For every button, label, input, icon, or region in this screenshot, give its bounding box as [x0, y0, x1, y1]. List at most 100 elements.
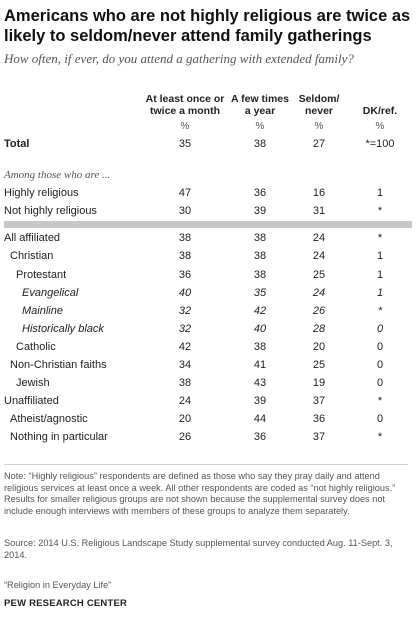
- cell-value: 38: [253, 138, 267, 151]
- cell-value: *=100: [365, 138, 395, 151]
- column-header: A few times a year: [231, 93, 289, 117]
- row-label: Not highly religious: [4, 205, 97, 218]
- cell-value: 32: [178, 304, 192, 317]
- row-label: All affiliated: [4, 232, 61, 245]
- divider-bar: [4, 221, 412, 229]
- cell-value: 42: [178, 340, 192, 353]
- cell-value: 24: [178, 395, 192, 408]
- chart-subtitle: How often, if ever, do you attend a gath…: [4, 51, 354, 66]
- cell-value: 38: [253, 232, 267, 245]
- cell-value: 0: [376, 377, 384, 390]
- row-label: Protestant: [16, 268, 67, 281]
- chart-note: Note: “Highly religious” respondents are…: [4, 464, 408, 517]
- cell-value: *: [377, 395, 383, 408]
- row-label: Christian: [10, 250, 54, 263]
- cell-value: 38: [253, 268, 267, 281]
- table-row: Atheist/agnostic 20 44 36 0: [4, 410, 412, 428]
- cell-value: 41: [253, 358, 267, 371]
- cell-value: 25: [312, 358, 326, 371]
- table-row: Non-Christian faiths 34 41 25 0: [4, 356, 412, 374]
- cell-value: *: [377, 431, 383, 444]
- cell-value: 44: [253, 413, 267, 426]
- table-row: Evangelical 40 35 24 1: [4, 284, 412, 302]
- cell-value: 47: [178, 187, 192, 200]
- table-row: Nothing in particular 26 36 37 *: [4, 428, 412, 446]
- row-label: Unaffiliated: [4, 395, 59, 408]
- row-label: Evangelical: [22, 286, 79, 299]
- cell-value: 43: [253, 377, 267, 390]
- cell-value: 26: [178, 431, 192, 444]
- cell-value: *: [377, 232, 383, 245]
- cell-value: 37: [312, 395, 326, 408]
- cell-value: 20: [178, 413, 192, 426]
- cell-value: 35: [178, 138, 192, 151]
- cell-value: 32: [178, 322, 192, 335]
- cell-value: 38: [178, 232, 192, 245]
- cell-value: 40: [253, 322, 267, 335]
- cell-value: 34: [178, 358, 192, 371]
- row-label: Atheist/agnostic: [10, 413, 88, 426]
- table-row: Highly religious 47 36 16 1: [4, 184, 412, 202]
- report-title: “Religion in Everyday Life”: [4, 580, 112, 590]
- cell-value: 26: [312, 304, 326, 317]
- row-label: Jewish: [16, 377, 50, 390]
- unit-cell: %: [180, 120, 190, 132]
- table-row: Unaffiliated 24 39 37 *: [4, 392, 412, 410]
- table-row: Mainline 32 42 26 *: [4, 302, 412, 320]
- cell-value: 24: [312, 286, 326, 299]
- section-label: Among those who are ...: [4, 168, 111, 181]
- cell-value: 38: [178, 250, 192, 263]
- cell-value: 0: [376, 322, 384, 335]
- data-table: At least once or twice a month A few tim…: [4, 93, 412, 446]
- cell-value: 39: [253, 205, 267, 218]
- cell-value: 36: [253, 431, 267, 444]
- cell-value: 16: [312, 187, 326, 200]
- cell-value: 20: [312, 340, 326, 353]
- cell-value: 36: [312, 413, 326, 426]
- unit-cell: %: [255, 120, 265, 132]
- row-label: Mainline: [22, 304, 63, 317]
- cell-value: 24: [312, 250, 326, 263]
- cell-value: 0: [376, 358, 384, 371]
- cell-value: 31: [312, 205, 326, 218]
- brand-name: PEW RESEARCH CENTER: [4, 598, 128, 609]
- cell-value: 1: [376, 187, 384, 200]
- column-header: At least once or twice a month: [145, 93, 225, 117]
- cell-value: 25: [312, 268, 326, 281]
- table-row: Historically black 32 40 28 0: [4, 320, 412, 338]
- table-row-total: Total 35 38 27 *=100: [4, 135, 412, 153]
- unit-cell: %: [314, 120, 324, 132]
- row-label: Non-Christian faiths: [10, 358, 107, 371]
- cell-value: 28: [312, 322, 326, 335]
- chart-source: Source: 2014 U.S. Religious Landscape St…: [4, 538, 393, 560]
- column-header-row: At least once or twice a month A few tim…: [4, 93, 412, 117]
- unit-row: % % % %: [4, 117, 412, 135]
- cell-value: 40: [178, 286, 192, 299]
- unit-cell: %: [375, 120, 385, 132]
- cell-value: 42: [253, 304, 267, 317]
- cell-value: 37: [312, 431, 326, 444]
- cell-value: *: [377, 304, 383, 317]
- table-row: All affiliated 38 38 24 *: [4, 229, 412, 247]
- cell-value: 36: [178, 268, 192, 281]
- table-row: Catholic 42 38 20 0: [4, 338, 412, 356]
- cell-value: *: [377, 205, 383, 218]
- cell-value: 27: [312, 138, 326, 151]
- table-row: Not highly religious 30 39 31 *: [4, 202, 412, 220]
- row-label: Catholic: [16, 340, 56, 353]
- cell-value: 24: [312, 232, 326, 245]
- cell-value: 38: [253, 340, 267, 353]
- column-header: DK/ref.: [362, 105, 398, 117]
- section-divider: [4, 220, 412, 229]
- row-label: Nothing in particular: [10, 431, 108, 444]
- cell-value: 36: [253, 187, 267, 200]
- column-header: Seldom/ never: [298, 93, 340, 117]
- chart-title: Americans who are not highly religious a…: [4, 7, 411, 45]
- cell-value: 39: [253, 395, 267, 408]
- table-row: Christian 38 38 24 1: [4, 247, 412, 265]
- cell-value: 1: [376, 250, 384, 263]
- cell-value: 0: [376, 413, 384, 426]
- cell-value: 1: [376, 286, 384, 299]
- cell-value: 35: [253, 286, 267, 299]
